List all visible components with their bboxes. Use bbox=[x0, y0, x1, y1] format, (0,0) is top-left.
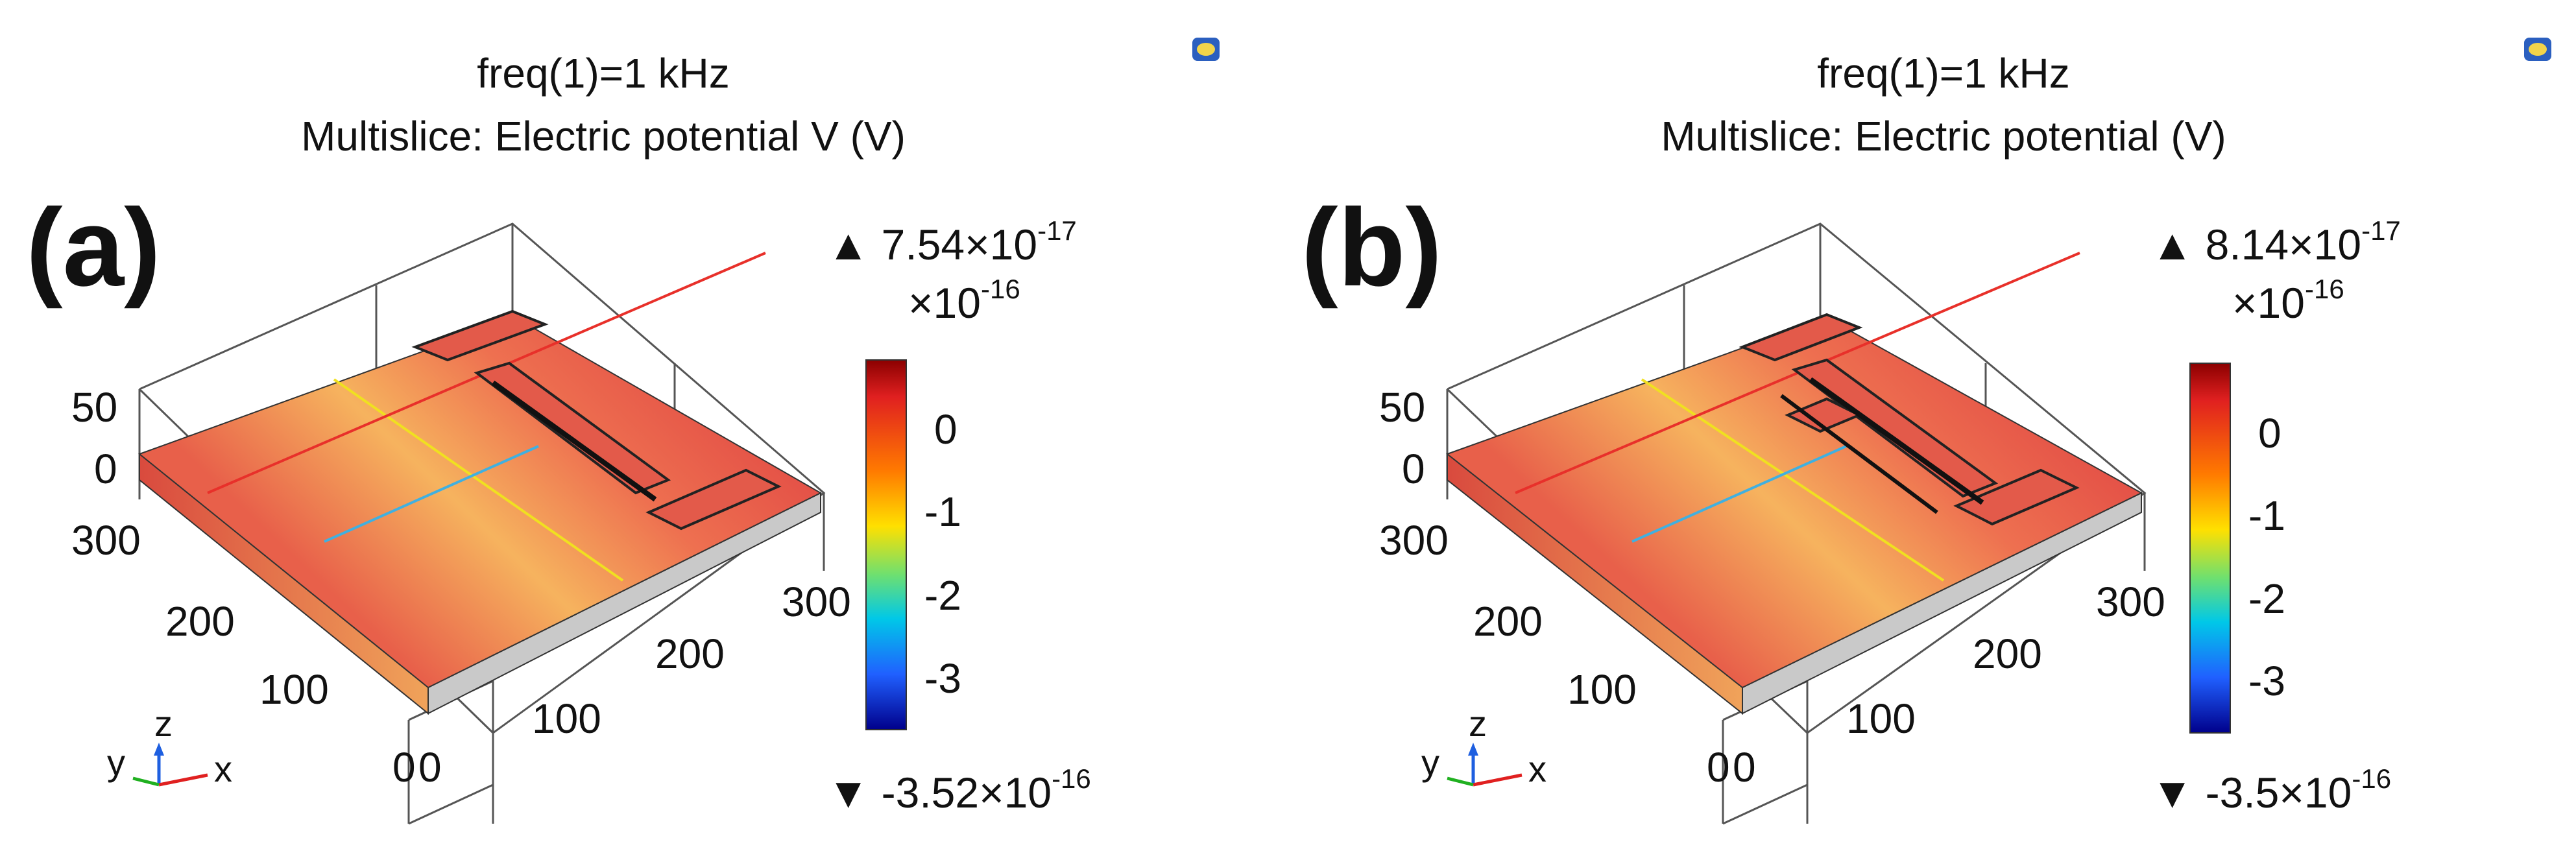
triad-y-label: y bbox=[107, 742, 125, 783]
panel-b-figure: freq(1)=1 kHz Multislice: Electric poten… bbox=[1301, 38, 2551, 825]
y-tick-label: 0 bbox=[392, 744, 416, 791]
title-plot-type: Multislice: Electric potential V (V) bbox=[301, 113, 906, 160]
colorbar-scale-label: ×10-16 bbox=[908, 274, 1020, 327]
axis-triad-icon: z y x bbox=[1421, 703, 1547, 789]
y-tick-label: 100 bbox=[1567, 666, 1637, 713]
electrode-pattern bbox=[1739, 313, 2080, 526]
triad-z-label: z bbox=[154, 703, 173, 744]
title-plot-type: Multislice: Electric potential (V) bbox=[1661, 113, 2226, 160]
panel-label: (a) bbox=[26, 186, 161, 309]
colorbar-tick-label: -3 bbox=[924, 655, 961, 702]
y-tick-label: 300 bbox=[71, 517, 141, 564]
colorbar-tick-label: -2 bbox=[924, 572, 961, 619]
y-tick-label: 100 bbox=[259, 666, 329, 713]
triad-x-label: x bbox=[214, 748, 232, 789]
z-tick-label: 0 bbox=[1402, 446, 1425, 492]
panel-b: freq(1)=1 kHz Multislice: Electric poten… bbox=[1288, 0, 2576, 849]
axis-triad-icon: z y x bbox=[107, 703, 232, 789]
x-tick-label: 0 bbox=[418, 744, 442, 791]
slab-top-surface bbox=[1445, 317, 2143, 689]
colorbar bbox=[2189, 363, 2231, 734]
axis-ticks: 50 0 300 200 100 0 0 100 200 300 bbox=[71, 384, 851, 791]
triad-y-label: y bbox=[1421, 742, 1439, 783]
y-tick-label: 300 bbox=[1379, 517, 1449, 564]
x-tick-label: 100 bbox=[1846, 695, 1916, 742]
colorbar-ticks: 0 -1 -2 -3 bbox=[924, 406, 961, 702]
x-tick-label: 100 bbox=[532, 695, 601, 742]
colorbar-ticks: 0 -1 -2 -3 bbox=[2248, 410, 2285, 704]
triad-x-label: x bbox=[1528, 748, 1547, 789]
electrode-pattern bbox=[411, 309, 782, 531]
y-tick-label: 0 bbox=[1707, 744, 1730, 791]
colorbar-tick-label: -1 bbox=[924, 488, 961, 535]
x-tick-label: 300 bbox=[782, 579, 851, 625]
slab-top-surface bbox=[138, 317, 823, 689]
min-value-label: ▼ -3.52×10-16 bbox=[827, 763, 1091, 817]
max-value-label: ▲ 8.14×10-17 bbox=[2151, 215, 2401, 269]
x-tick-label: 200 bbox=[655, 630, 725, 677]
colorbar-tick-label: -1 bbox=[2248, 492, 2285, 539]
colorbar bbox=[865, 359, 907, 730]
y-tick-label: 200 bbox=[1473, 598, 1543, 645]
x-tick-label: 300 bbox=[2096, 579, 2165, 625]
z-tick-label: 50 bbox=[71, 384, 117, 431]
z-tick-label: 50 bbox=[1379, 384, 1425, 431]
x-tick-label: 0 bbox=[1733, 744, 1756, 791]
colorbar-tick-label: -3 bbox=[2248, 658, 2285, 704]
z-tick-label: 0 bbox=[94, 446, 117, 492]
min-value-label: ▼ -3.5×10-16 bbox=[2151, 763, 2391, 817]
colorbar-tick-label: -2 bbox=[2248, 575, 2285, 622]
triad-z-label: z bbox=[1469, 703, 1487, 744]
comsol-logo-icon[interactable] bbox=[1192, 38, 1220, 61]
axis-ticks: 50 0 300 200 100 0 0 100 200 300 bbox=[1379, 384, 2165, 791]
y-tick-label: 200 bbox=[165, 598, 235, 645]
colorbar-tick-label: 0 bbox=[934, 406, 957, 453]
colorbar-scale-label: ×10-16 bbox=[2232, 274, 2344, 327]
x-tick-label: 200 bbox=[1973, 630, 2042, 677]
title-frequency: freq(1)=1 kHz bbox=[1817, 50, 2069, 97]
title-frequency: freq(1)=1 kHz bbox=[477, 50, 729, 97]
panel-label: (b) bbox=[1301, 186, 1442, 309]
comsol-logo-icon[interactable] bbox=[2524, 38, 2551, 61]
max-value-label: ▲ 7.54×10-17 bbox=[827, 215, 1077, 269]
panel-a-figure: freq(1)=1 kHz Multislice: Electric poten… bbox=[26, 38, 1220, 825]
panel-a: freq(1)=1 kHz Multislice: Electric poten… bbox=[26, 38, 1220, 825]
colorbar-tick-label: 0 bbox=[2258, 410, 2281, 457]
